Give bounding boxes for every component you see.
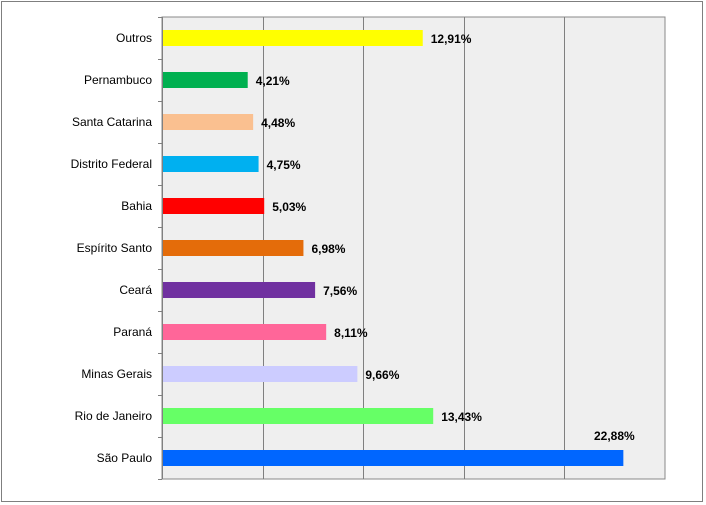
data-label: 7,56% xyxy=(323,284,357,298)
category-label: Outros xyxy=(116,31,152,45)
category-label: Ceará xyxy=(119,283,152,297)
bar-espirito-santo xyxy=(163,240,304,256)
bar-rio-de-janeiro xyxy=(163,408,434,424)
bar-distrito-federal xyxy=(163,156,259,172)
category-label: Paraná xyxy=(113,325,152,339)
bar-bahia xyxy=(163,198,265,214)
bar-ceara xyxy=(163,282,316,298)
category-label: Rio de Janeiro xyxy=(75,409,153,423)
category-label: Distrito Federal xyxy=(71,157,152,171)
bar-sao-paulo xyxy=(163,450,624,466)
category-label: Minas Gerais xyxy=(81,367,152,381)
category-label: Espírito Santo xyxy=(77,241,153,255)
category-label: Pernambuco xyxy=(84,73,152,87)
data-label: 4,48% xyxy=(261,116,295,130)
bar-parana xyxy=(163,324,327,340)
category-label: Santa Catarina xyxy=(72,115,152,129)
data-label: 22,88% xyxy=(594,429,635,443)
data-label: 4,21% xyxy=(256,74,290,88)
data-label: 4,75% xyxy=(267,158,301,172)
bar-minas-gerais xyxy=(163,366,358,382)
data-label: 8,11% xyxy=(334,326,368,340)
category-label: Bahia xyxy=(121,199,152,213)
data-label: 5,03% xyxy=(272,200,306,214)
data-label: 13,43% xyxy=(441,410,482,424)
data-label: 9,66% xyxy=(365,368,399,382)
bar-pernambuco xyxy=(163,72,248,88)
data-label: 6,98% xyxy=(311,242,345,256)
category-label: São Paulo xyxy=(97,451,153,465)
data-label: 12,91% xyxy=(431,32,472,46)
bar-santa-catarina xyxy=(163,114,254,130)
bar-outros xyxy=(163,30,423,46)
